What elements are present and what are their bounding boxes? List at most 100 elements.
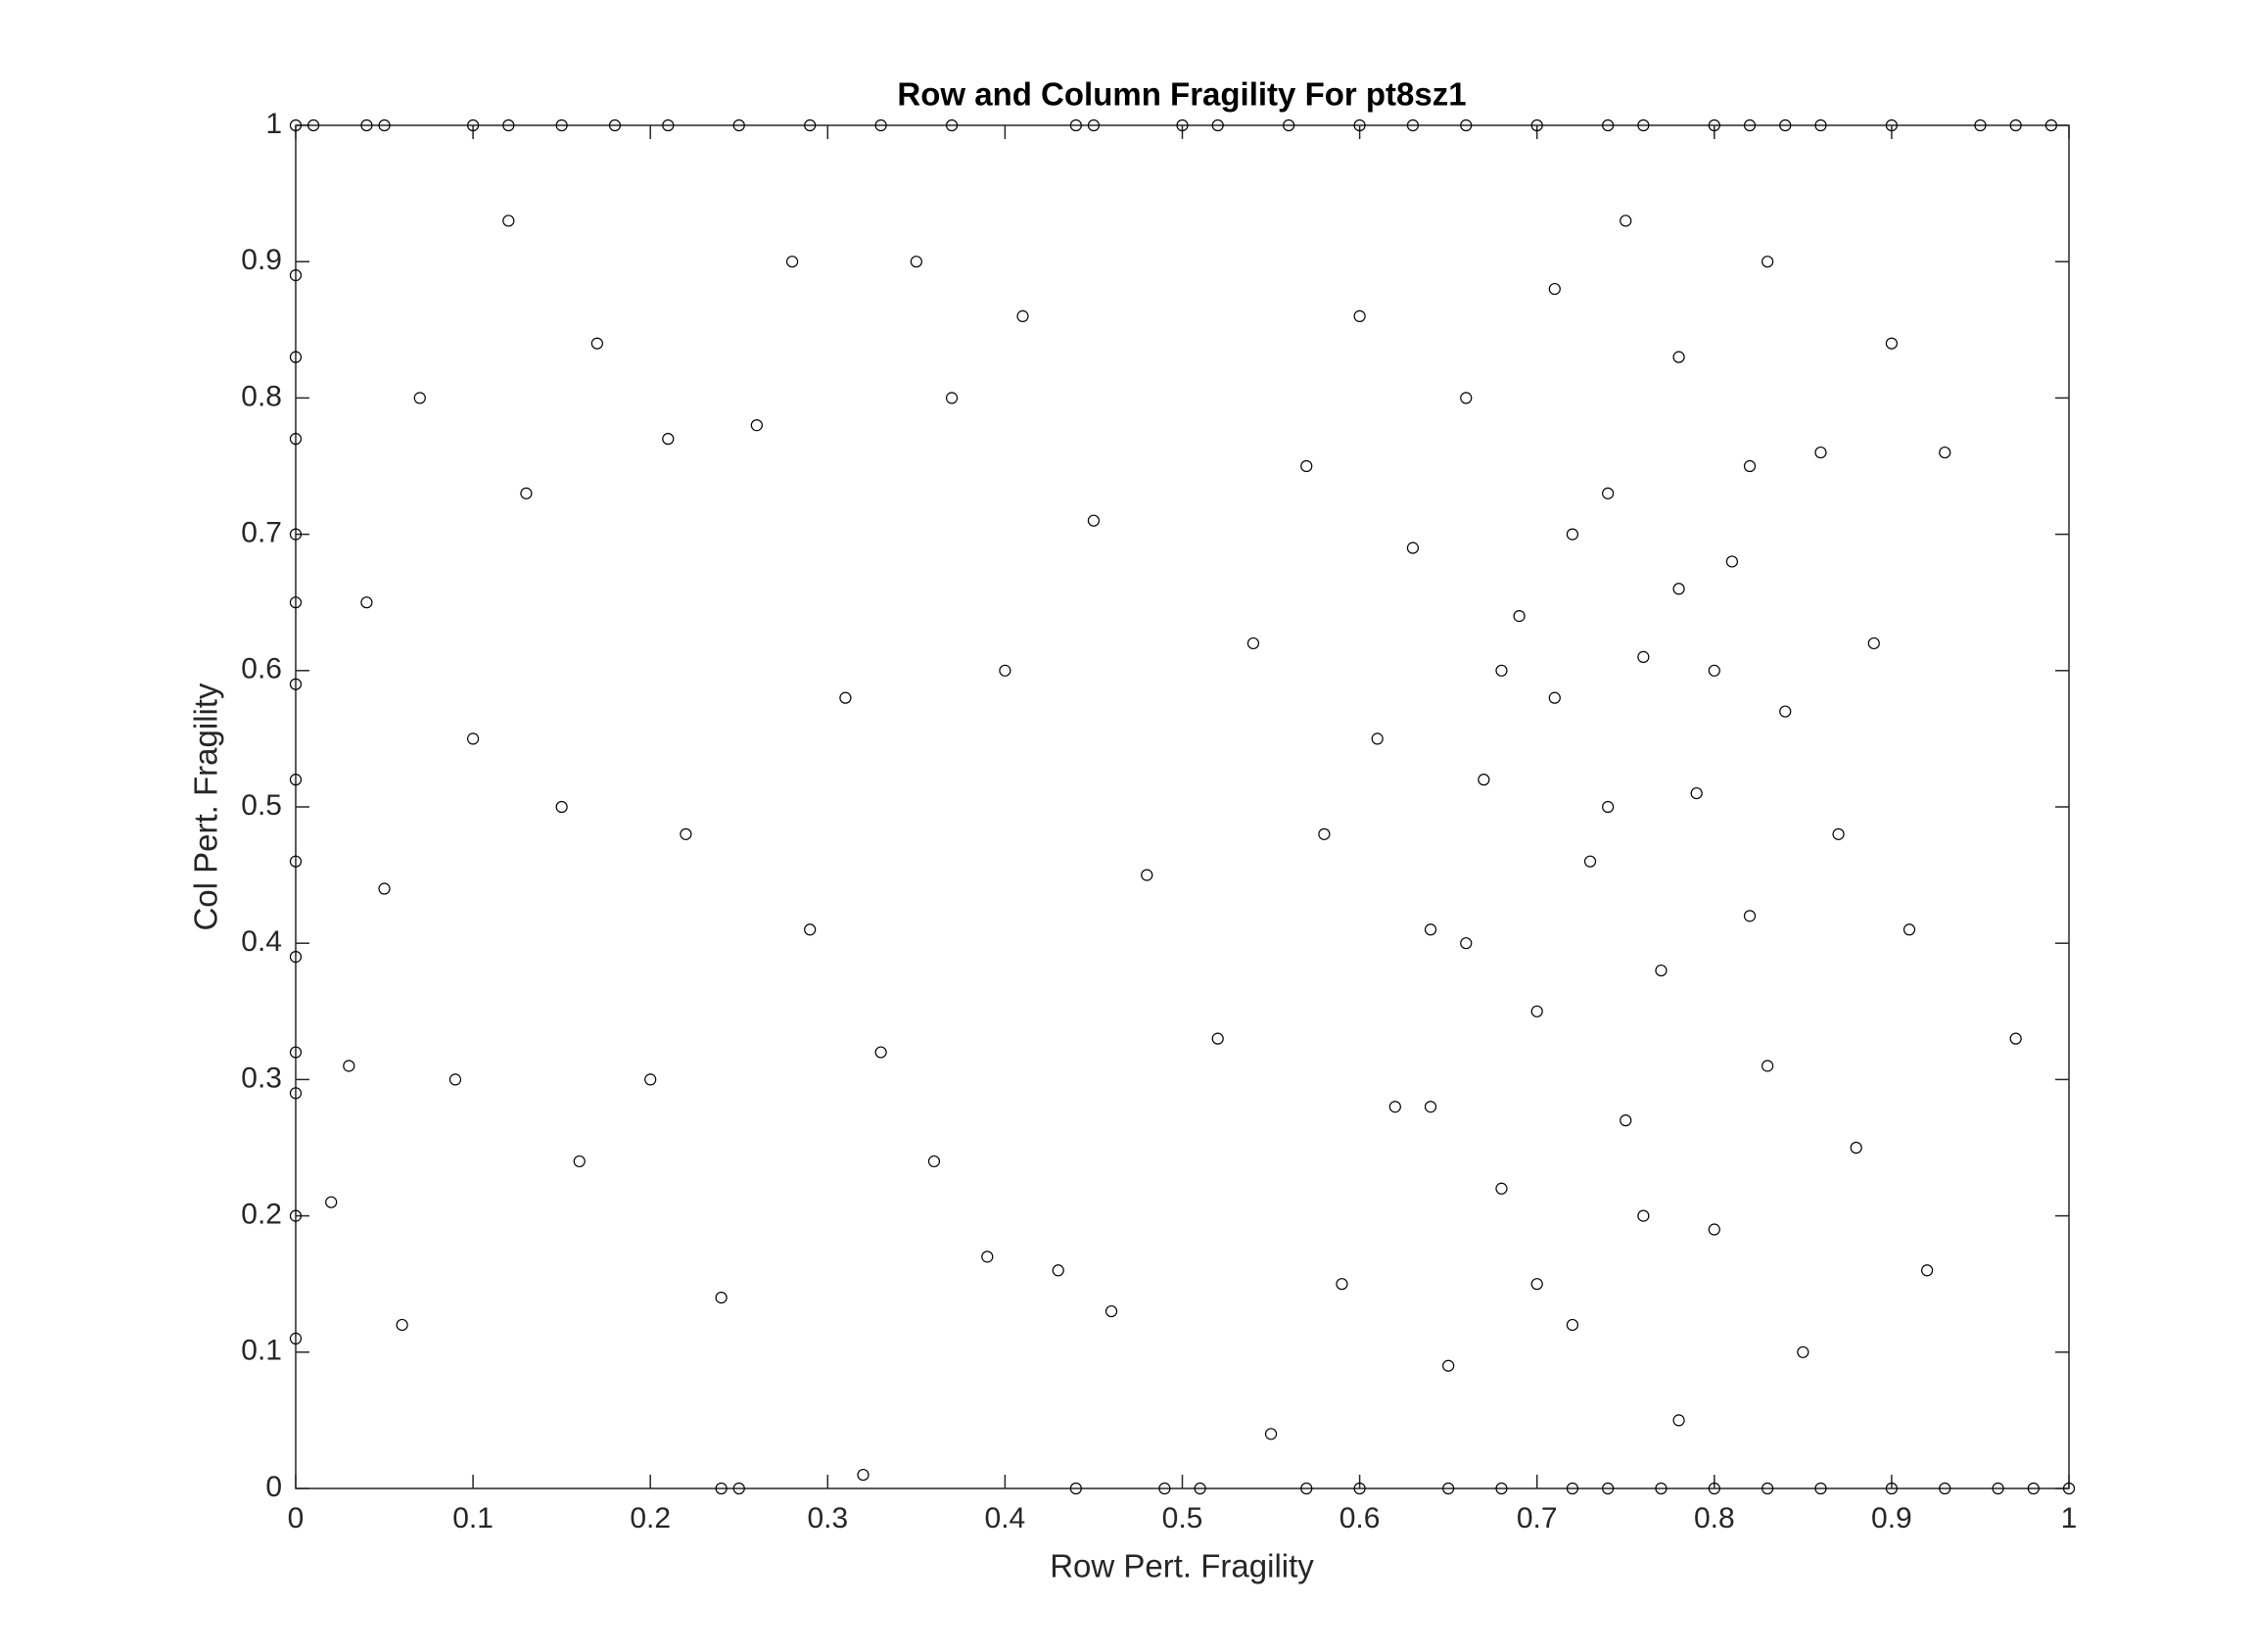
point [1762, 1482, 1774, 1495]
point [448, 1073, 462, 1086]
point [1353, 309, 1366, 322]
point [1530, 1278, 1543, 1291]
point [590, 337, 603, 350]
point [289, 678, 303, 690]
point [2027, 1482, 2040, 1495]
point [1246, 637, 1260, 650]
point [910, 256, 922, 268]
point [1460, 118, 1473, 132]
point [1832, 827, 1845, 840]
point [945, 118, 959, 132]
point [343, 1060, 355, 1072]
point [555, 118, 568, 132]
y-tick-label: 0.4 [241, 925, 282, 958]
point [1548, 282, 1561, 296]
point [1921, 1264, 1934, 1277]
point [945, 392, 959, 404]
point [662, 433, 675, 446]
point [289, 774, 303, 786]
point [467, 118, 480, 132]
point [715, 1482, 728, 1495]
point [289, 1209, 303, 1222]
point [1779, 118, 1792, 132]
point [1069, 118, 1082, 132]
point [644, 1073, 657, 1086]
point [1353, 118, 1366, 132]
point [1743, 459, 1757, 473]
point [1211, 118, 1224, 132]
point [1814, 118, 1827, 132]
point [307, 118, 320, 132]
point [1867, 637, 1880, 650]
point [1690, 786, 1703, 800]
point [1743, 910, 1757, 922]
point [1052, 1264, 1064, 1277]
point [1069, 1482, 1082, 1495]
point [1530, 118, 1543, 132]
point [874, 1046, 887, 1059]
point [1495, 1482, 1508, 1495]
point [1442, 1482, 1455, 1495]
x-tick-label: 0.7 [1517, 1502, 1558, 1534]
point [378, 882, 391, 895]
point [289, 855, 303, 868]
point [413, 392, 426, 404]
point [289, 1332, 303, 1345]
y-tick-label: 0.3 [241, 1062, 282, 1094]
point [520, 487, 533, 499]
point [804, 118, 817, 132]
point [396, 1318, 408, 1332]
point [502, 118, 515, 132]
point [289, 269, 303, 282]
point [1548, 691, 1561, 704]
point [289, 951, 303, 964]
point [1602, 118, 1615, 132]
x-tick-label: 0.8 [1694, 1502, 1735, 1534]
point [1194, 1482, 1206, 1495]
x-tick-label: 0.2 [630, 1502, 671, 1534]
point [1708, 664, 1720, 677]
point [1406, 118, 1420, 132]
point [1974, 118, 1987, 132]
point [2009, 1032, 2022, 1045]
y-tick-label: 0.2 [241, 1199, 282, 1231]
point [1814, 446, 1827, 459]
point [732, 1482, 745, 1495]
point [1583, 855, 1597, 868]
point [289, 596, 303, 609]
point [1087, 118, 1101, 132]
point [1655, 1482, 1668, 1495]
point [289, 118, 303, 132]
x-tick-label: 0.3 [807, 1502, 848, 1534]
point [1566, 1482, 1579, 1495]
point [360, 596, 373, 609]
point [289, 351, 303, 363]
point [502, 214, 515, 227]
point [1424, 1101, 1437, 1113]
point [1158, 1482, 1171, 1495]
x-tick-label: 0.5 [1162, 1502, 1203, 1534]
point [2044, 118, 2057, 132]
point [1602, 487, 1615, 499]
point [857, 1468, 869, 1482]
y-tick-label: 1 [265, 108, 282, 140]
point [1530, 1005, 1543, 1017]
point [573, 1155, 586, 1168]
chart-title: Row and Column Fragility For pt8sz1 [897, 76, 1466, 113]
point [1885, 1482, 1899, 1495]
point [1672, 351, 1685, 363]
point [1637, 118, 1650, 132]
point [2009, 118, 2022, 132]
x-tick-label: 1 [2061, 1502, 2078, 1534]
y-tick-label: 0.5 [241, 789, 282, 822]
point [1016, 309, 1029, 322]
point [750, 419, 763, 432]
point [1620, 214, 1632, 227]
point [1406, 542, 1420, 554]
x-tick-label: 0.1 [452, 1502, 493, 1534]
point [1353, 1482, 1366, 1495]
point [662, 118, 675, 132]
point [2062, 1482, 2076, 1495]
point [1424, 923, 1437, 936]
